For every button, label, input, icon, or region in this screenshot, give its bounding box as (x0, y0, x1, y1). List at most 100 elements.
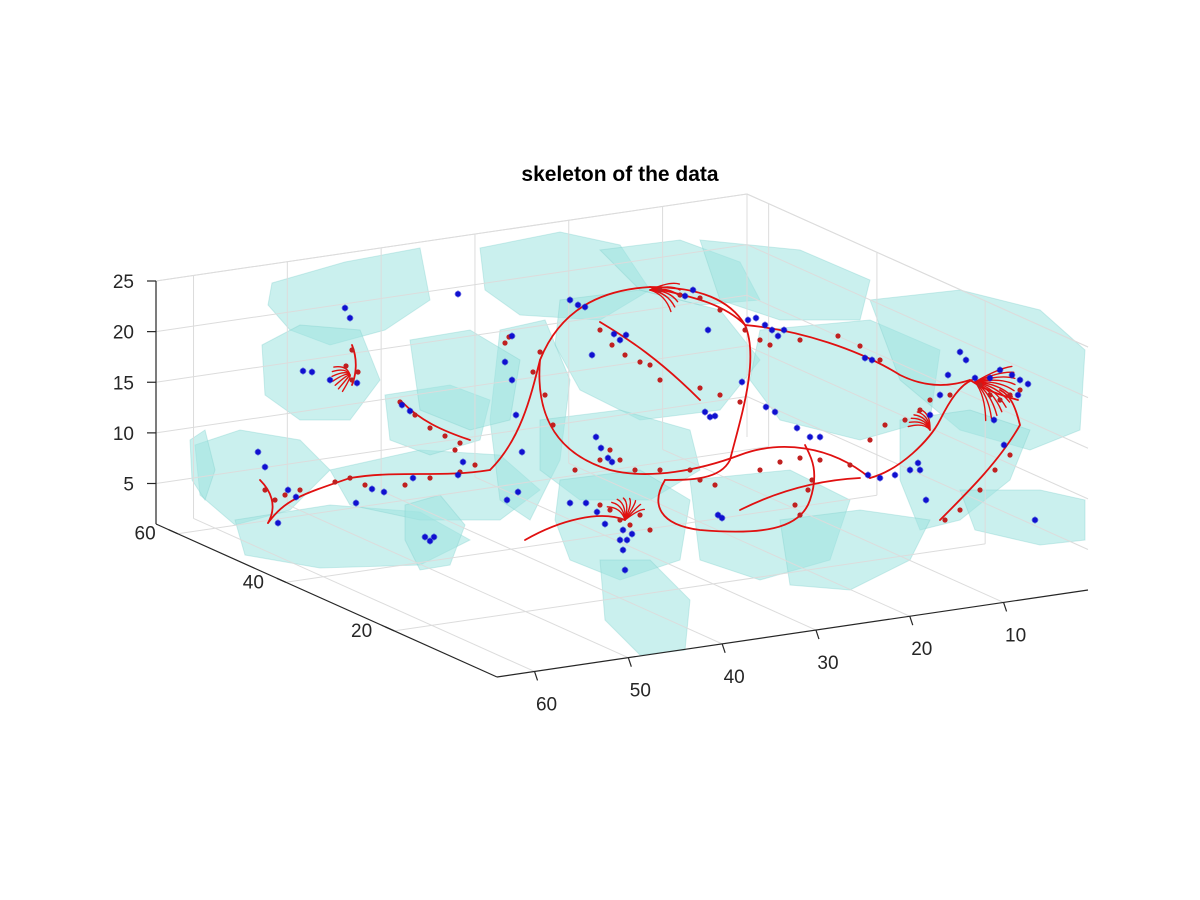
endpoint-marker (761, 321, 769, 329)
volume-blob (959, 489, 1086, 546)
chart-title: skeleton of the data (521, 163, 719, 186)
volume-blob (599, 559, 691, 656)
endpoint-marker (1008, 371, 1016, 379)
x-tick-labels: 10 20 30 40 50 60 (536, 625, 1026, 715)
skeleton-point (597, 457, 603, 463)
endpoint-marker (806, 433, 814, 441)
grid-line (380, 490, 723, 645)
endpoint-marker (944, 371, 952, 379)
skeleton-curve (599, 321, 701, 401)
endpoint-marker (308, 368, 316, 376)
skeleton-point (657, 377, 663, 383)
z-tick-label: 10 (113, 424, 134, 445)
endpoint-marker (353, 379, 361, 387)
x-tick-label: 40 (724, 667, 745, 688)
grid-line (155, 396, 748, 484)
volume-blob (779, 509, 931, 591)
skeleton-point (1007, 392, 1013, 398)
skeleton-point (457, 440, 463, 446)
skeleton-curve (657, 444, 816, 533)
volume-blob (699, 239, 871, 321)
endpoint-marker (368, 485, 376, 493)
skeleton-fan-curve (624, 508, 646, 521)
skeleton-point (992, 467, 998, 473)
endpoint-marker (706, 413, 714, 421)
endpoint-marker (1016, 376, 1024, 384)
grid-line (155, 345, 748, 434)
skeleton-point (697, 385, 703, 391)
volume-blob (194, 429, 331, 526)
y-tick-label: 60 (135, 524, 156, 545)
skeleton-point (987, 392, 993, 398)
z-tick-label: 15 (113, 373, 134, 394)
skeleton-point (572, 467, 578, 473)
y-tick-mark (168, 529, 178, 535)
endpoint-marker (616, 336, 624, 344)
z-tick-label: 20 (113, 323, 134, 344)
skeleton-point (792, 502, 798, 508)
endpoint-marker (566, 296, 574, 304)
endpoint-marker (762, 403, 770, 411)
endpoint-marker (352, 499, 360, 507)
endpoint-marker (922, 496, 930, 504)
skeleton-curve (489, 286, 746, 471)
skeleton-curve (739, 477, 861, 511)
grid-line (287, 504, 629, 659)
skeleton-point (717, 392, 723, 398)
skeleton-point (442, 433, 448, 439)
skeleton-point (687, 467, 693, 473)
endpoint-marker (1014, 391, 1022, 399)
endpoint-marker (459, 458, 467, 466)
endpoint-marker (582, 499, 590, 507)
volume-blob (409, 329, 521, 431)
skeleton-point (997, 397, 1003, 403)
endpoint-marker (986, 374, 994, 382)
skeleton-curve (259, 479, 274, 524)
endpoint-marker (518, 448, 526, 456)
skeleton-point (452, 447, 458, 453)
endpoint-marker (916, 466, 924, 474)
endpoint-marker (566, 499, 574, 507)
endpoint-marker (861, 354, 869, 362)
endpoint-marker (299, 367, 307, 375)
endpoint-marker (398, 401, 406, 409)
skeleton-curve (664, 324, 752, 481)
endpoint-marker (681, 292, 689, 300)
skeleton-point (622, 352, 628, 358)
z-tick-labels: 5 10 15 20 25 (113, 272, 134, 496)
endpoint-marker (926, 411, 934, 419)
skeleton-point (657, 287, 663, 293)
endpoint-marker (816, 433, 824, 441)
endpoint-marker (588, 351, 596, 359)
endpoint-marker (261, 463, 269, 471)
endpoint-marker (1000, 441, 1008, 449)
skeleton-point (272, 497, 278, 503)
grid-line (394, 543, 986, 632)
skeleton-point (647, 362, 653, 368)
skeleton-point (877, 357, 883, 363)
x-tick-mark (815, 629, 820, 640)
endpoint-marker (604, 454, 612, 462)
endpoint-marker (718, 514, 726, 522)
x-tick-label: 60 (536, 694, 557, 715)
skeleton-point (1017, 387, 1023, 393)
skeleton-curve (744, 324, 971, 386)
endpoint-marker (512, 411, 520, 419)
endpoint-marker (780, 326, 788, 334)
endpoint-marker (868, 356, 876, 364)
endpoint-marker (616, 536, 624, 544)
grid-line (662, 448, 1004, 603)
skeleton-point (597, 327, 603, 333)
skeleton-point (805, 487, 811, 493)
endpoint-marker (593, 508, 601, 516)
endpoint-marker (971, 374, 979, 382)
skeleton-point (797, 512, 803, 518)
skeleton-point (637, 359, 643, 365)
endpoint-marker (409, 474, 417, 482)
skeleton-curve (869, 379, 973, 479)
skeleton-point (957, 507, 963, 513)
endpoint-marker (744, 316, 752, 324)
x-tick-label: 10 (1005, 625, 1026, 646)
y-tick-labels: 20 40 60 (135, 524, 373, 642)
endpoint-marker (406, 407, 414, 415)
